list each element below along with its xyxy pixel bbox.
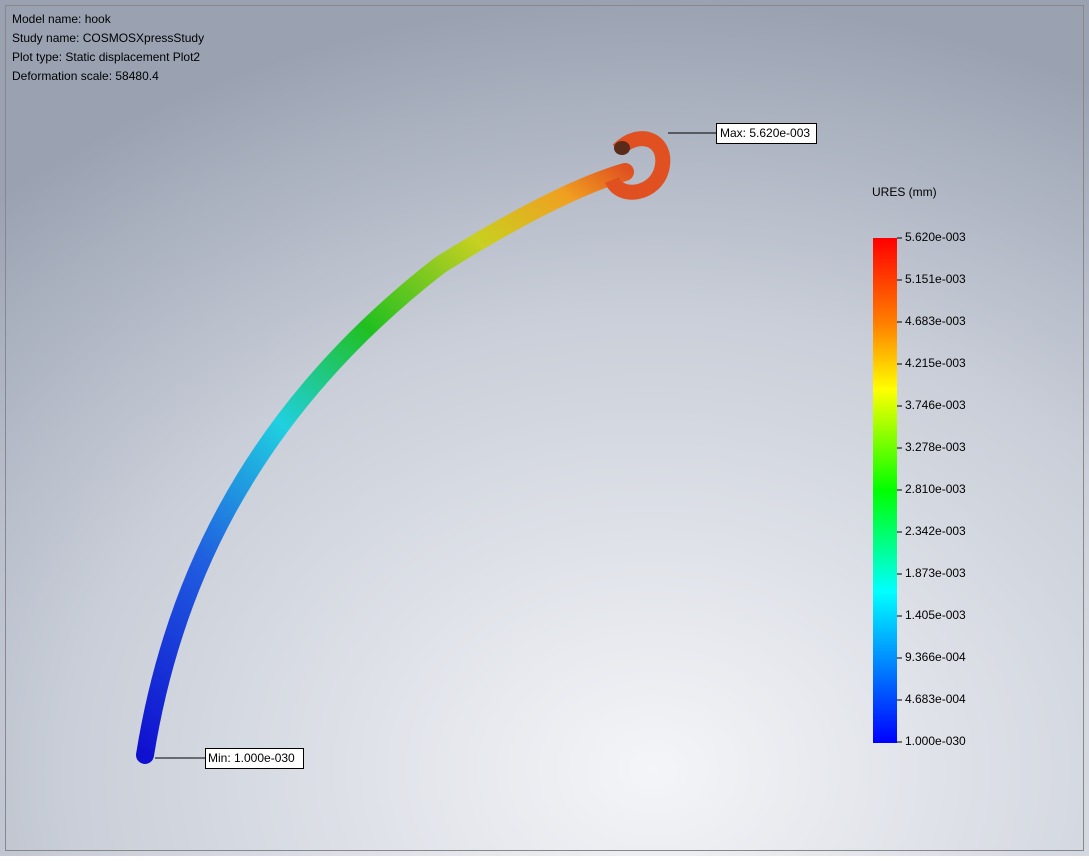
legend-label: 5.620e-003 <box>905 230 966 244</box>
header-line: Model name: hook <box>12 12 112 26</box>
legend-label: 2.342e-003 <box>905 524 966 538</box>
legend-label: 4.683e-004 <box>905 692 966 706</box>
legend-label: 2.810e-003 <box>905 482 966 496</box>
legend-label: 3.746e-003 <box>905 398 966 412</box>
legend-label: 1.000e-030 <box>905 734 966 748</box>
legend-label: 9.366e-004 <box>905 650 966 664</box>
header-line: Study name: COSMOSXpressStudy <box>12 31 204 45</box>
legend-bar <box>873 238 897 743</box>
max-label: Max: 5.620e-003 <box>720 126 810 140</box>
legend-label: 5.151e-003 <box>905 272 966 286</box>
legend-title: URES (mm) <box>872 185 937 199</box>
legend-label: 1.873e-003 <box>905 566 966 580</box>
legend-label: 4.215e-003 <box>905 356 966 370</box>
viewport: Model name: hook Study name: COSMOSXpress… <box>0 0 1089 856</box>
hook-end <box>614 141 630 155</box>
min-label: Min: 1.000e-030 <box>208 751 295 765</box>
legend-label: 1.405e-003 <box>905 608 966 622</box>
header-line: Deformation scale: 58480.4 <box>12 69 159 83</box>
header-line: Plot type: Static displacement Plot2 <box>12 50 200 64</box>
legend-label: 4.683e-003 <box>905 314 966 328</box>
background <box>0 0 1089 856</box>
legend-label: 3.278e-003 <box>905 440 966 454</box>
